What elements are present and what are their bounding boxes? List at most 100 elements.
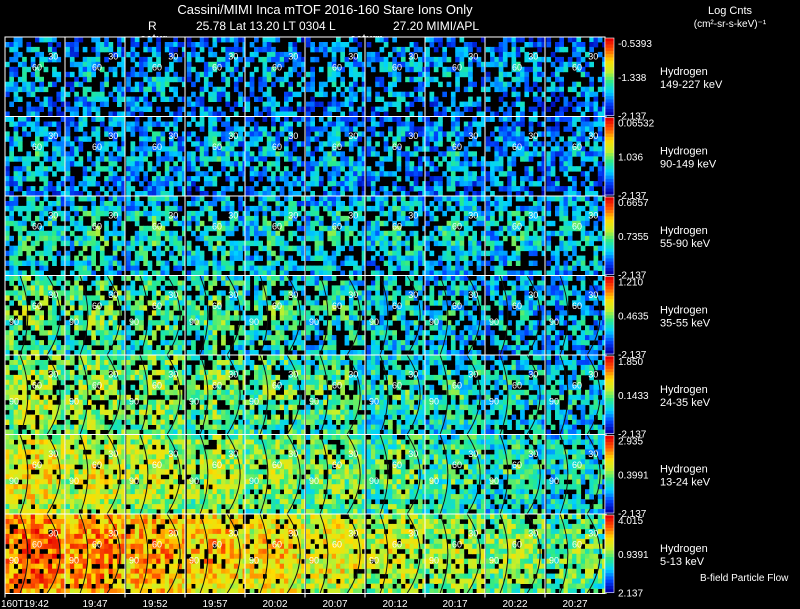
pixel <box>147 265 153 271</box>
pixel <box>327 76 333 83</box>
pixel <box>580 66 586 73</box>
pixel <box>433 121 439 127</box>
pixel <box>39 201 44 207</box>
contour-label: 30 <box>348 210 358 220</box>
pixel <box>563 106 569 112</box>
pixel <box>476 250 482 257</box>
pixel <box>450 215 456 222</box>
pixel <box>327 260 333 266</box>
pixel <box>383 156 389 162</box>
pixel <box>22 166 27 172</box>
pixel <box>191 350 196 356</box>
pixel <box>463 66 469 73</box>
pixel <box>221 56 226 63</box>
pixel <box>121 46 126 53</box>
pixel <box>212 111 218 117</box>
pixel <box>39 265 44 271</box>
pixel <box>134 126 140 132</box>
pixel <box>126 171 131 177</box>
pixel <box>254 330 259 336</box>
pixel <box>413 61 419 68</box>
pixel <box>331 201 337 207</box>
pixel <box>353 220 358 227</box>
pixel <box>455 215 460 222</box>
contour-label: 30 <box>528 131 538 141</box>
pixel <box>344 86 350 93</box>
pixel <box>485 186 491 192</box>
pixel <box>47 310 53 316</box>
pixel <box>314 230 320 237</box>
pixel <box>134 320 140 326</box>
pixel <box>203 240 209 247</box>
pixel <box>310 210 315 217</box>
pixel <box>507 141 512 147</box>
pixel <box>26 116 32 122</box>
pixel <box>296 201 302 207</box>
pixel <box>229 305 235 311</box>
pixel <box>147 196 153 202</box>
pixel <box>572 116 577 122</box>
pixel <box>555 56 560 63</box>
pixel <box>515 210 521 217</box>
pixel <box>186 300 192 306</box>
pixel <box>450 225 456 232</box>
pixel <box>361 176 367 182</box>
pixel <box>221 320 226 326</box>
pixel <box>69 240 75 247</box>
pixel <box>151 131 157 137</box>
pixel <box>69 290 75 296</box>
pixel <box>379 245 385 252</box>
pixel <box>78 61 84 68</box>
pixel <box>104 56 109 63</box>
pixel <box>130 141 136 147</box>
pixel <box>559 186 564 192</box>
pixel <box>405 205 410 212</box>
pixel <box>314 205 320 212</box>
pixel <box>17 171 23 177</box>
pixel <box>139 340 144 346</box>
pixel <box>156 260 161 266</box>
pixel <box>459 161 465 167</box>
pixel <box>507 171 512 177</box>
contour-label: 30 <box>288 131 298 141</box>
pixel <box>60 225 66 232</box>
pixel <box>567 166 573 172</box>
pixel <box>593 181 599 187</box>
pixel <box>258 265 263 271</box>
pixel <box>468 171 473 177</box>
pixel <box>17 166 23 172</box>
pixel <box>191 215 196 222</box>
pixel <box>442 51 447 58</box>
pixel <box>186 136 192 142</box>
pixel <box>126 275 131 281</box>
pixel <box>507 201 512 207</box>
pixel <box>284 166 289 172</box>
pixel <box>379 156 385 162</box>
pixel <box>494 56 500 63</box>
pixel <box>331 250 337 257</box>
pixel <box>429 42 435 48</box>
pixel <box>195 51 201 58</box>
pixel <box>550 136 556 142</box>
pixel <box>39 186 44 192</box>
pixel <box>271 265 276 271</box>
pixel <box>370 146 376 152</box>
pixel <box>288 255 293 261</box>
pixel <box>39 126 44 132</box>
pixel <box>310 265 315 271</box>
pixel <box>258 245 263 252</box>
pixel <box>379 121 385 127</box>
pixel <box>82 181 88 187</box>
pixel <box>26 205 32 212</box>
pixel <box>370 131 376 137</box>
pixel <box>82 255 88 261</box>
pixel <box>52 225 57 232</box>
pixel <box>361 111 367 117</box>
pixel <box>229 181 235 187</box>
pixel <box>331 61 337 68</box>
pixel <box>392 81 397 88</box>
pixel <box>52 171 57 177</box>
pixel <box>502 171 508 177</box>
pixel <box>151 166 157 172</box>
